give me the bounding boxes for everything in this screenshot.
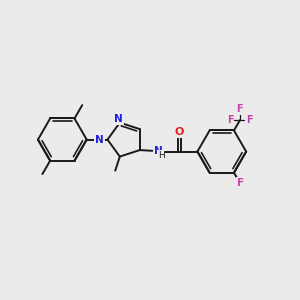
Text: N: N [114, 114, 123, 124]
Text: N: N [95, 135, 103, 145]
Text: H: H [158, 151, 164, 160]
Text: O: O [175, 127, 184, 137]
Text: F: F [237, 104, 243, 114]
Text: N: N [154, 146, 163, 156]
Text: F: F [246, 115, 253, 125]
Text: F: F [227, 115, 233, 125]
Text: F: F [237, 178, 244, 188]
